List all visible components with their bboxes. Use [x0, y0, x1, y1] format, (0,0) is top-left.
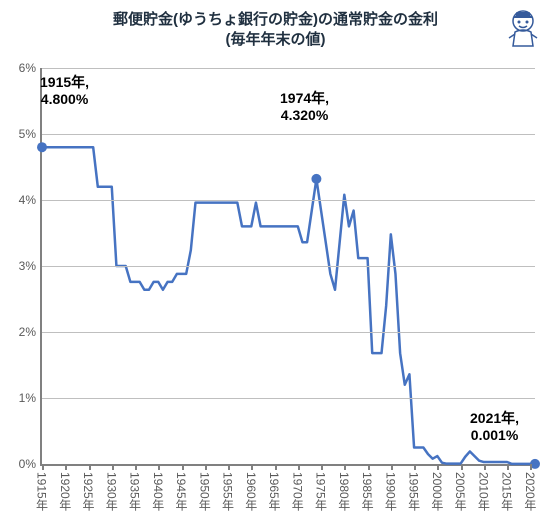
x-tick	[461, 464, 463, 470]
x-axis-label: 1915年	[34, 472, 51, 511]
y-gridline	[42, 134, 535, 135]
x-tick	[321, 464, 323, 470]
y-gridline	[42, 332, 535, 333]
data-label: 1974年, 4.320%	[280, 90, 329, 124]
x-axis-label: 1955年	[220, 472, 237, 511]
x-tick	[344, 464, 346, 470]
x-tick	[368, 464, 370, 470]
x-axis-label: 1995年	[406, 472, 423, 511]
x-tick	[391, 464, 393, 470]
x-axis-label: 1945年	[173, 472, 190, 511]
data-label: 1915年, 4.800%	[40, 74, 89, 108]
x-tick	[298, 464, 300, 470]
series-line	[42, 147, 535, 464]
x-axis-label: 1925年	[80, 472, 97, 511]
x-tick	[484, 464, 486, 470]
x-axis-label: 1960年	[243, 472, 260, 511]
x-tick	[414, 464, 416, 470]
x-tick	[112, 464, 114, 470]
x-tick	[507, 464, 509, 470]
x-tick	[530, 464, 532, 470]
y-gridline	[42, 200, 535, 201]
x-tick	[135, 464, 137, 470]
x-tick	[205, 464, 207, 470]
y-axis-label: 2%	[19, 325, 36, 339]
x-axis-label: 1965年	[266, 472, 283, 511]
x-axis-label: 1920年	[57, 472, 74, 511]
x-axis-label: 1950年	[196, 472, 213, 511]
y-axis-label: 6%	[19, 61, 36, 75]
x-tick	[65, 464, 67, 470]
x-axis-label: 1940年	[150, 472, 167, 511]
chart-container: 郵便貯金(ゆうちょ銀行の貯金)の通常貯金の金利 (毎年年末の値) 0%1%2%3…	[0, 0, 551, 532]
x-tick	[228, 464, 230, 470]
x-axis-label: 1990年	[382, 472, 399, 511]
y-axis-label: 1%	[19, 391, 36, 405]
x-axis-label: 1980年	[336, 472, 353, 511]
y-axis-label: 5%	[19, 127, 36, 141]
x-axis-label: 1930年	[103, 472, 120, 511]
x-tick	[251, 464, 253, 470]
x-tick	[182, 464, 184, 470]
x-axis-label: 1985年	[359, 472, 376, 511]
x-tick	[89, 464, 91, 470]
chart-title: 郵便貯金(ゆうちょ銀行の貯金)の通常貯金の金利 (毎年年末の値)	[0, 10, 551, 51]
y-gridline	[42, 398, 535, 399]
x-axis-label: 1970年	[289, 472, 306, 511]
data-label: 2021年, 0.001%	[470, 410, 519, 444]
y-gridline	[42, 68, 535, 69]
x-tick	[437, 464, 439, 470]
mascot-icon	[501, 6, 545, 50]
x-axis-label: 1935年	[127, 472, 144, 511]
x-axis-label: 2010年	[475, 472, 492, 511]
y-gridline	[42, 266, 535, 267]
x-tick	[158, 464, 160, 470]
series-marker	[37, 142, 47, 152]
y-axis-label: 4%	[19, 193, 36, 207]
x-axis-label: 2000年	[429, 472, 446, 511]
x-axis-label: 2005年	[452, 472, 469, 511]
series-marker	[311, 174, 321, 184]
x-axis-label: 1975年	[313, 472, 330, 511]
x-axis-label: 2020年	[522, 472, 539, 511]
x-axis-label: 2015年	[499, 472, 516, 511]
y-axis-label: 0%	[19, 457, 36, 471]
x-tick	[275, 464, 277, 470]
y-axis-label: 3%	[19, 259, 36, 273]
plot-area: 0%1%2%3%4%5%6%1915年1920年1925年1930年1935年1…	[40, 68, 535, 466]
x-tick	[42, 464, 44, 470]
